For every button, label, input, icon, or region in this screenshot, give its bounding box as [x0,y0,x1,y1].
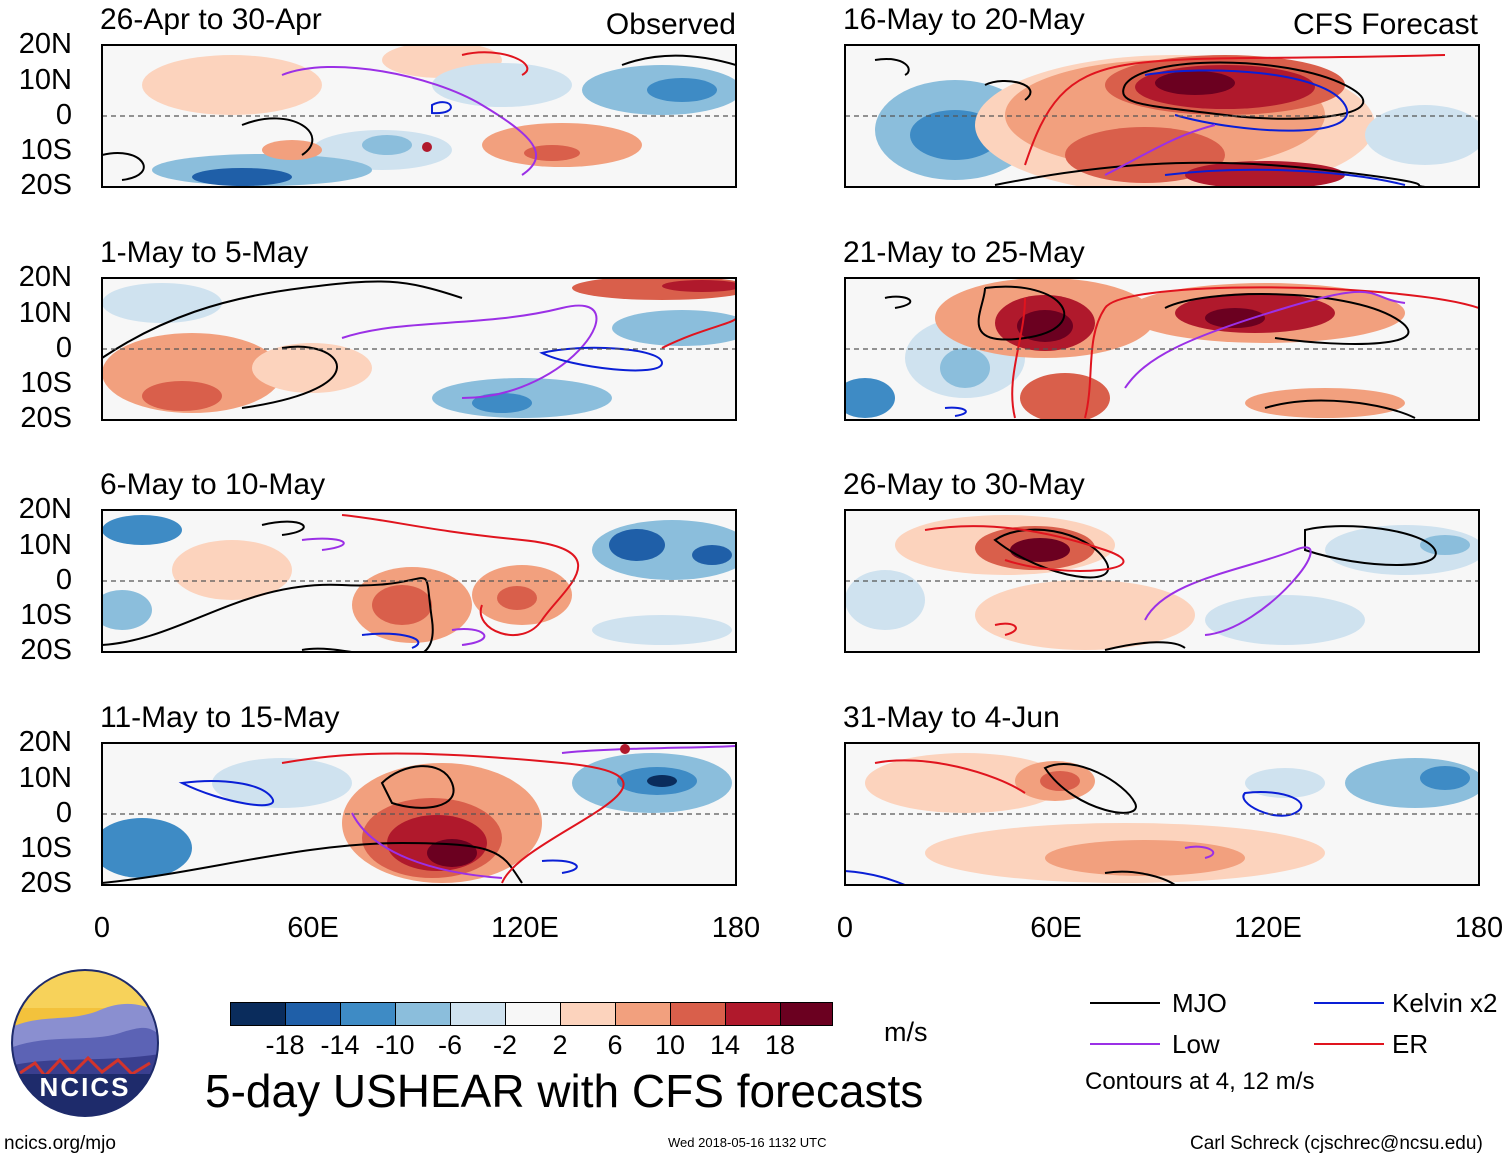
map-panel-5 [845,45,1479,187]
panel-1-title: 26-Apr to 30-Apr [100,3,322,36]
legend-line-kelvin [1314,1002,1384,1004]
lat-label: 10S [20,367,72,399]
lat-label: 10N [18,762,72,794]
logo-text: NCICS [39,1072,131,1102]
colorbar-swatch [615,1002,671,1026]
lat-label: 20S [20,867,72,899]
footer-timestamp: Wed 2018-05-16 1132 UTC [668,1135,827,1150]
colorbar-tick: 6 [607,1030,623,1060]
legend-line-low [1090,1043,1160,1045]
colorbar-tick: 14 [709,1030,741,1060]
panel-6-title: 21-May to 25-May [843,236,1085,269]
lat-label: 10S [20,134,72,166]
lon-label: 120E [491,912,559,944]
lat-label: 0 [55,564,72,596]
legend-note: Contours at 4, 12 m/s [1085,1068,1315,1095]
colorbar-tick: 2 [552,1030,568,1060]
lat-label: 10N [18,297,72,329]
colorbar-tick: -6 [437,1030,463,1060]
main-title: 5-day USHEAR with CFS forecasts [205,1065,924,1117]
map-panel-1 [102,45,736,187]
lat-label: 20N [18,261,72,293]
panel-5-title: 16-May to 20-May [843,3,1085,36]
colorbar-units: m/s [884,1017,928,1047]
ncics-logo: NCICS [10,968,160,1118]
colorbar-swatch [230,1002,286,1026]
colorbar-swatch [285,1002,341,1026]
lat-label: 10S [20,599,72,631]
map-panel-6 [845,278,1479,420]
colorbar-swatch [505,1002,561,1026]
lat-label: 20N [18,493,72,525]
colorbar-tick: 10 [654,1030,686,1060]
lon-label: 60E [287,912,339,944]
colorbar-tick: -14 [320,1030,360,1060]
map-panel-8 [845,743,1479,885]
footer-author: Carl Schreck (cjschrec@ncsu.edu) [1190,1133,1483,1154]
lat-label: 10S [20,832,72,864]
colorbar-swatch [670,1002,726,1026]
lat-label: 20S [20,169,72,201]
colorbar-tick: -10 [375,1030,415,1060]
lat-label: 0 [55,99,72,131]
lon-label: 180 [711,912,761,944]
lon-label: 0 [93,912,111,944]
map-panel-2 [102,278,736,420]
legend-label-low: Low [1172,1029,1220,1059]
panel-7-title: 26-May to 30-May [843,468,1085,501]
lon-label: 0 [836,912,854,944]
legend-line-mjo [1090,1002,1160,1004]
colorbar-swatch [450,1002,506,1026]
lat-label: 0 [55,797,72,829]
panel-5-tag: CFS Forecast [1292,8,1478,41]
lon-label: 60E [1030,912,1082,944]
legend-label-kelvin: Kelvin x2 [1392,988,1498,1018]
colorbar-swatch [395,1002,451,1026]
map-panel-4 [102,743,736,885]
footer-left-url: ncics.org/mjo [4,1133,116,1154]
lat-label: 20N [18,726,72,758]
lat-label: 10N [18,529,72,561]
colorbar-tick: -2 [492,1030,518,1060]
lat-label: 20S [20,634,72,666]
legend-line-er [1314,1043,1384,1045]
panel-3-title: 6-May to 10-May [100,468,326,501]
map-panel-3 [102,510,736,652]
map-panel-7 [845,510,1479,652]
lat-label: 20N [18,28,72,60]
lat-label: 20S [20,402,72,434]
panel-2-title: 1-May to 5-May [100,236,309,269]
colorbar-swatch [725,1002,781,1026]
panel-8-title: 31-May to 4-Jun [843,701,1060,734]
lon-label: 180 [1454,912,1504,944]
colorbar-tick: 18 [764,1030,796,1060]
lon-label: 120E [1234,912,1302,944]
lat-label: 0 [55,332,72,364]
colorbar-swatch [780,1002,833,1026]
legend-label-mjo: MJO [1172,988,1227,1018]
colorbar-swatch [560,1002,616,1026]
legend-label-er: ER [1392,1029,1429,1059]
colorbar-tick: -18 [265,1030,305,1060]
colorbar-swatch [340,1002,396,1026]
panel-1-tag: Observed [605,8,736,41]
panel-4-title: 11-May to 15-May [100,701,340,734]
lat-label: 10N [18,64,72,96]
